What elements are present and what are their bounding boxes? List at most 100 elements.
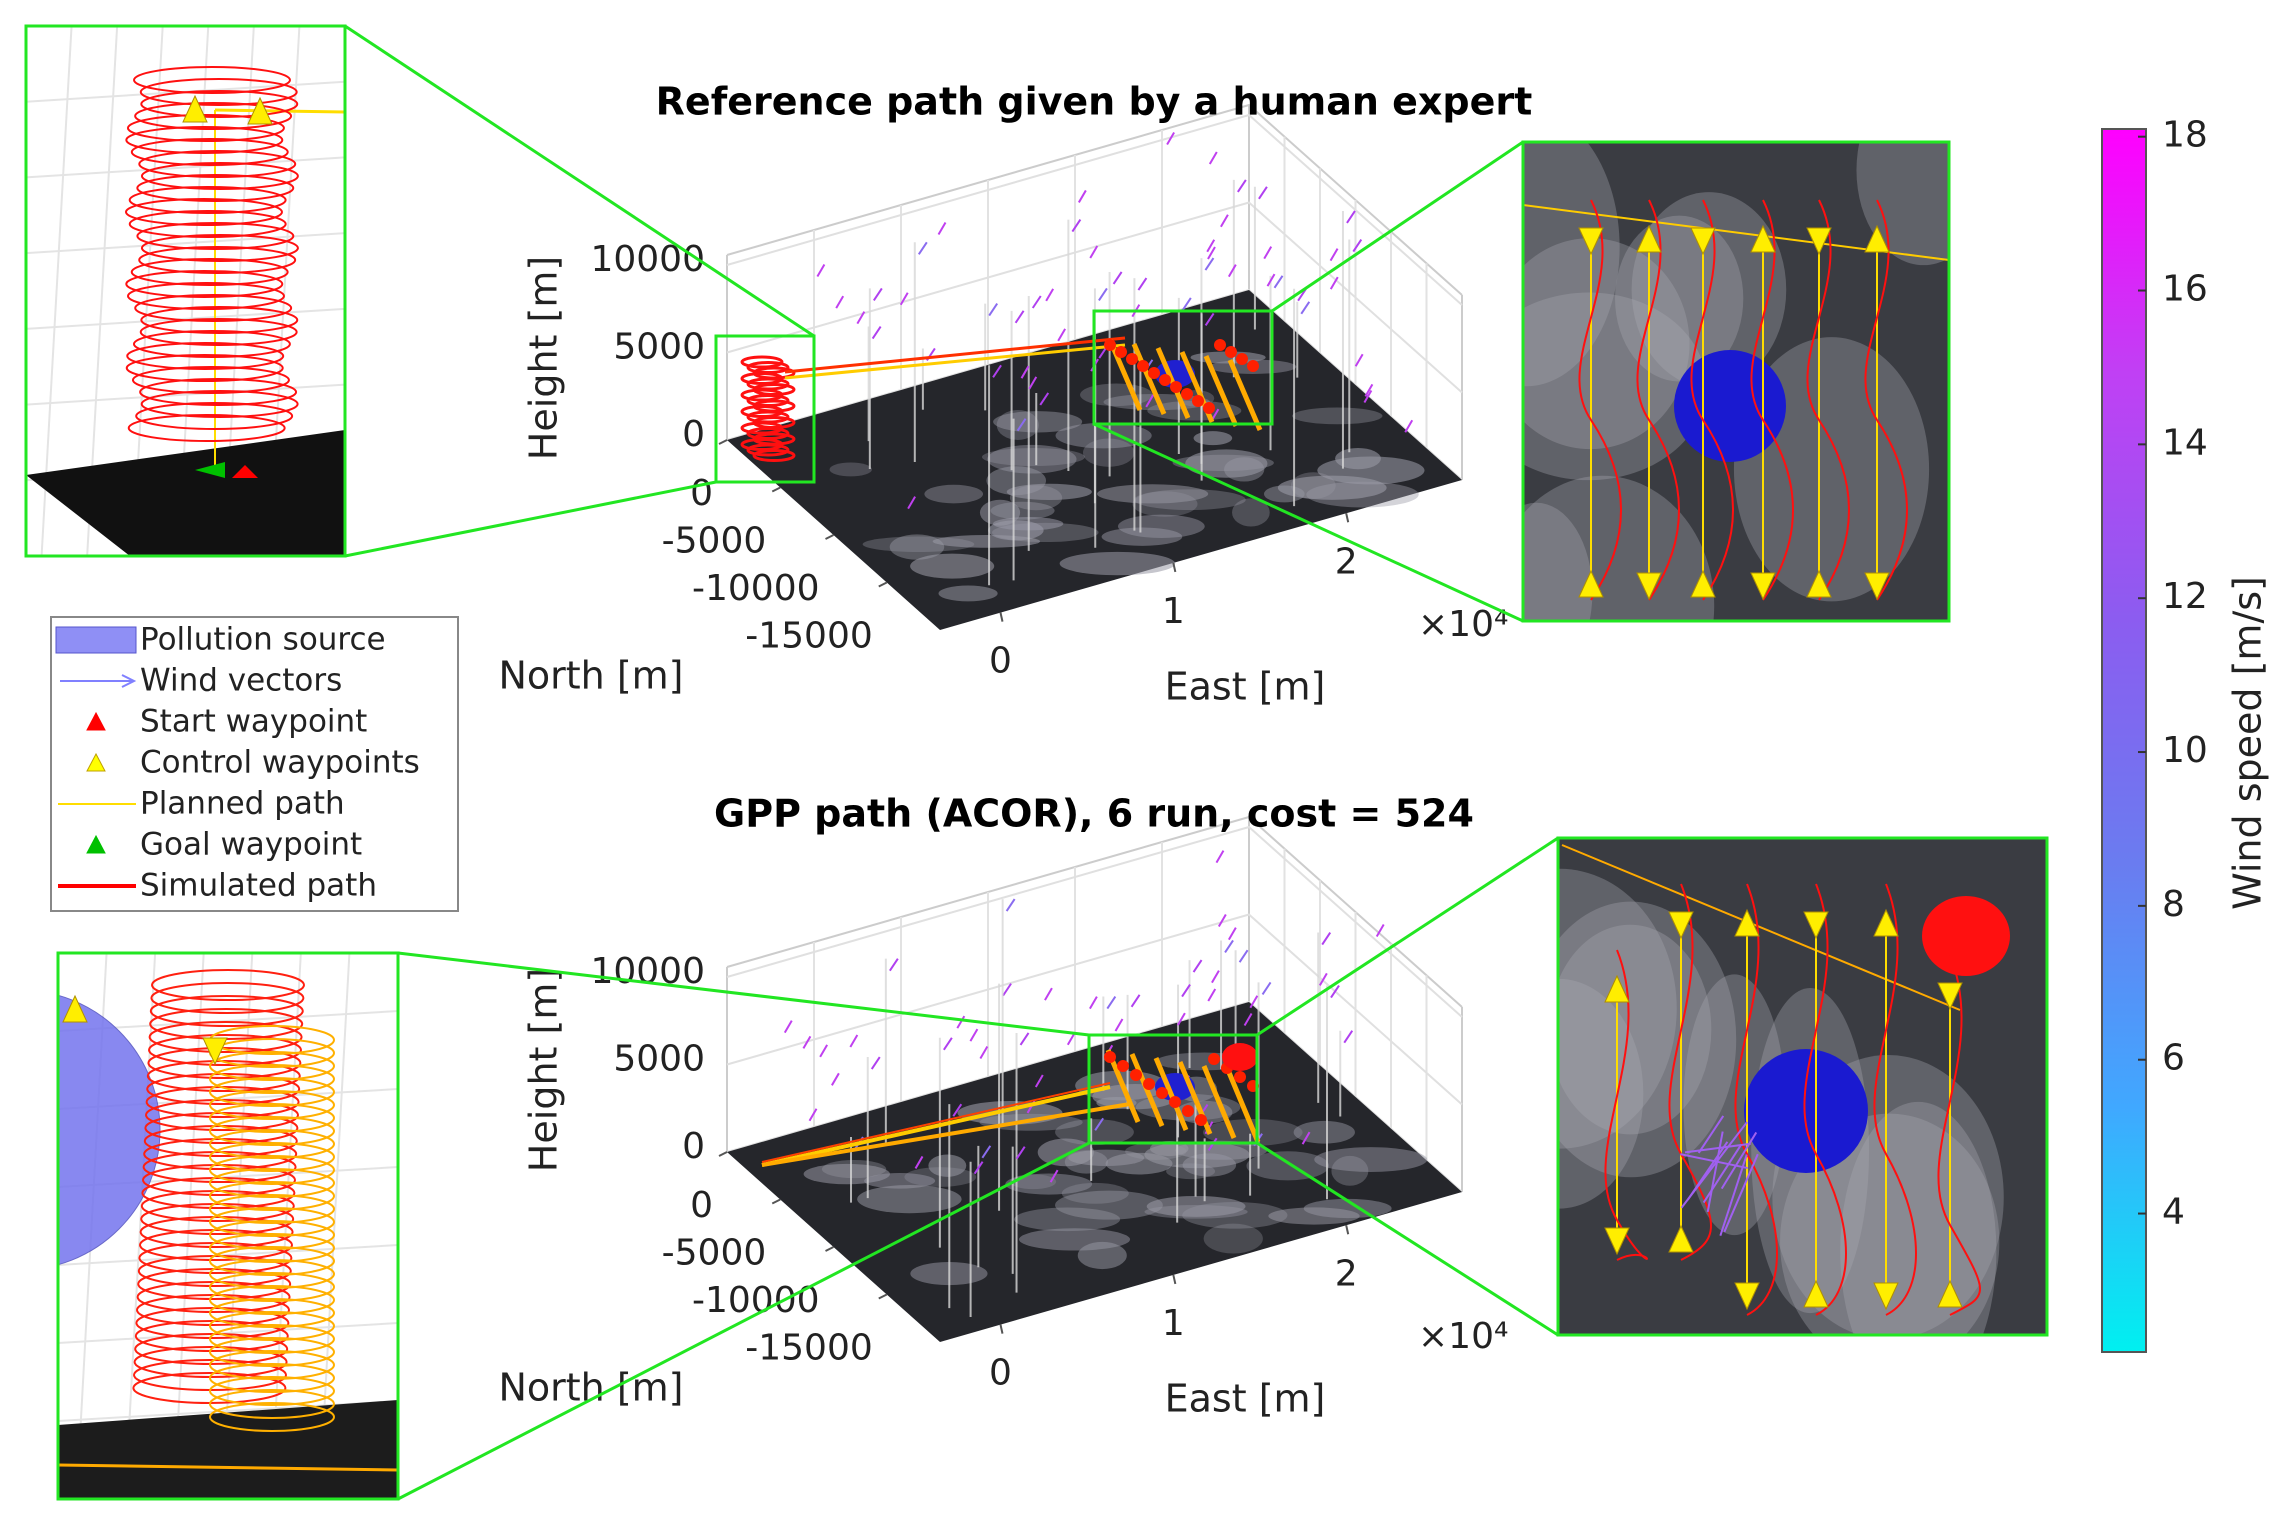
simulated-path (209, 1194, 335, 1224)
control-waypoint (1690, 227, 1716, 256)
wind-arrow (952, 1103, 963, 1117)
simulated-path (134, 1333, 289, 1365)
wind-arrow (1697, 1115, 1725, 1154)
wind-arrow (1363, 389, 1373, 403)
simulated-path (1247, 360, 1259, 372)
terrain-ridge (1147, 400, 1242, 421)
simulated-path (1126, 353, 1138, 365)
wind-arrow (943, 1037, 953, 1051)
inset (1523, 142, 1949, 621)
colorbar-label: Wind speed [m/s] (2226, 576, 2270, 910)
terrain-ridge (1331, 1155, 1369, 1186)
tick-mark (718, 1151, 728, 1157)
terrain-ridge (1277, 475, 1387, 500)
simulated-path (209, 1337, 335, 1367)
simulated-path (125, 198, 284, 226)
wind-arrow (1243, 1013, 1253, 1027)
zoom-connector (1256, 836, 1559, 1037)
wind-arrow (873, 287, 883, 301)
control-waypoint (1604, 974, 1630, 1003)
terrain-ridge (1097, 484, 1209, 504)
y-tick-label: 0 (690, 1185, 713, 1226)
simulated-path (1148, 367, 1160, 379)
colorbar-tick-label: 14 (2162, 422, 2208, 463)
terrain-ridge (829, 462, 872, 477)
simulated-path (132, 330, 291, 358)
wind-arrow (1207, 246, 1216, 260)
terrain-ridge (1009, 485, 1063, 511)
simulated-path (130, 258, 289, 286)
control-waypoint (1636, 572, 1662, 601)
wind-arrow (1249, 995, 1259, 1009)
simulated-path (752, 449, 796, 462)
wind-arrow (819, 1044, 828, 1058)
z-tick-label: 10000 (590, 239, 705, 280)
simulated-path (209, 1051, 335, 1081)
simulated-path (784, 336, 1126, 374)
wind-arrow (1044, 987, 1053, 1001)
legend-swatch (121, 674, 137, 688)
simulated-path (1750, 199, 1794, 601)
control-waypoint (1803, 1279, 1829, 1308)
simulated-path (130, 138, 289, 166)
terrain-ridge (1523, 238, 1690, 450)
wind-arrow (1098, 287, 1108, 301)
simulated-path (140, 90, 299, 118)
wind-arrow (783, 1020, 793, 1034)
wind-arrow (1014, 310, 1025, 324)
colorbar-tick-label: 6 (2162, 1038, 2185, 1079)
wind-arrow (1266, 273, 1276, 287)
wind-arrow (1031, 295, 1042, 309)
simulated-path (136, 174, 295, 202)
wind-arrow (1066, 1032, 1076, 1046)
control-waypoint (1734, 908, 1760, 937)
control-waypoint (1806, 569, 1832, 598)
terrain-ridge (857, 1185, 962, 1214)
wind-arrow (1211, 970, 1220, 984)
wind-arrow (1723, 1153, 1759, 1233)
z-tick-label: 5000 (613, 1039, 705, 1080)
simulated-path (1208, 1053, 1220, 1065)
simulated-path (209, 1324, 335, 1354)
terrain-ridge (1558, 978, 1644, 1209)
control-waypoint (1873, 908, 1899, 937)
simulated-path (128, 186, 287, 214)
terrain-ridge (1840, 1101, 1997, 1335)
pollution-source (58, 994, 161, 1266)
simulated-path (1690, 199, 1734, 601)
simulated-path (1803, 883, 1847, 1316)
legend-label: Start waypoint (140, 704, 367, 740)
inset (1558, 838, 2047, 1335)
simulated-path (209, 1246, 335, 1276)
simulated-path (149, 995, 304, 1027)
terrain-ridge (889, 534, 945, 560)
simulated-path (1159, 374, 1171, 386)
planned-path (761, 1085, 1111, 1167)
terrain-ridge (957, 1101, 1063, 1125)
wind-arrow (1039, 392, 1050, 406)
simulated-path (761, 1082, 1111, 1163)
legend-label: Control waypoints (140, 745, 420, 781)
x-tick-label: 0 (989, 1353, 1012, 1394)
wind-arrow (1049, 1169, 1059, 1183)
legend-box (50, 616, 459, 912)
simulated-path (134, 102, 293, 130)
wind-arrow (1238, 949, 1249, 963)
wind-arrow (1300, 301, 1311, 315)
simulated-path (209, 1142, 335, 1172)
simulated-path (209, 1272, 335, 1302)
wind-arrow (1680, 1153, 1748, 1170)
planned-path (1227, 359, 1263, 431)
wind-arrow (1071, 219, 1082, 233)
wind-arrow (1258, 186, 1268, 200)
wind-arrow (1002, 983, 1012, 997)
control-waypoint (1750, 224, 1776, 253)
simulated-path (125, 270, 284, 298)
wind-arrow (1346, 210, 1356, 224)
box-edge (726, 815, 1463, 1008)
simulated-path (209, 1376, 335, 1406)
y-tick-label: -10000 (692, 568, 820, 609)
legend-label: Goal waypoint (140, 827, 362, 863)
wind-arrow (1016, 418, 1027, 432)
x-tick-label: 2 (1335, 1253, 1358, 1294)
